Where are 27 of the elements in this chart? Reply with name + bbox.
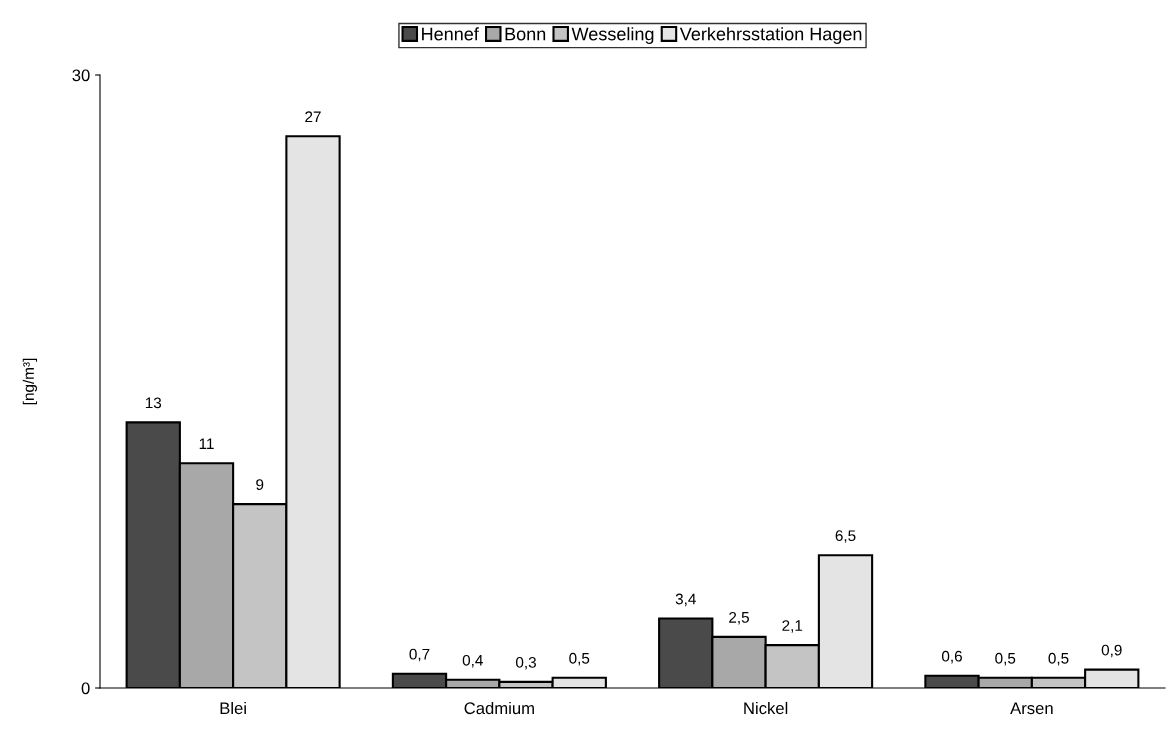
data-label: 0,3 [515,656,536,670]
x-tick-label: Blei [220,701,246,715]
x-tick-label: Nickel [744,701,788,715]
data-label: 2,1 [782,620,803,633]
y-tick-label: 0 [81,682,90,695]
data-label: 2,5 [729,611,749,625]
y-tick-label: 30 [72,69,90,82]
data-label: 0,6 [941,650,962,664]
legend-label: Bonn [505,27,546,41]
data-label: 11 [199,438,214,449]
data-label: 0,5 [995,652,1016,666]
data-label: 0,9 [1101,644,1122,658]
x-tick-label: Cadmium [464,701,534,715]
x-tick-label: Arsen [1010,702,1053,715]
data-label: 13 [145,397,162,409]
data-label: 3,4 [675,593,696,607]
data-label: 6,5 [835,530,856,543]
data-label: 27 [305,111,321,123]
data-label: 0,5 [1048,652,1069,666]
data-label: 0,4 [462,654,483,668]
data-label: 9 [256,479,264,490]
legend-label: Wesseling [571,27,654,44]
data-label: 0,5 [569,652,590,666]
y-axis-title: [ng/m³] [22,358,38,405]
data-label: 0,7 [409,648,430,662]
legend-label: Hennef [422,27,479,41]
legend-label: Verkehrsstation Hagen [679,27,862,44]
